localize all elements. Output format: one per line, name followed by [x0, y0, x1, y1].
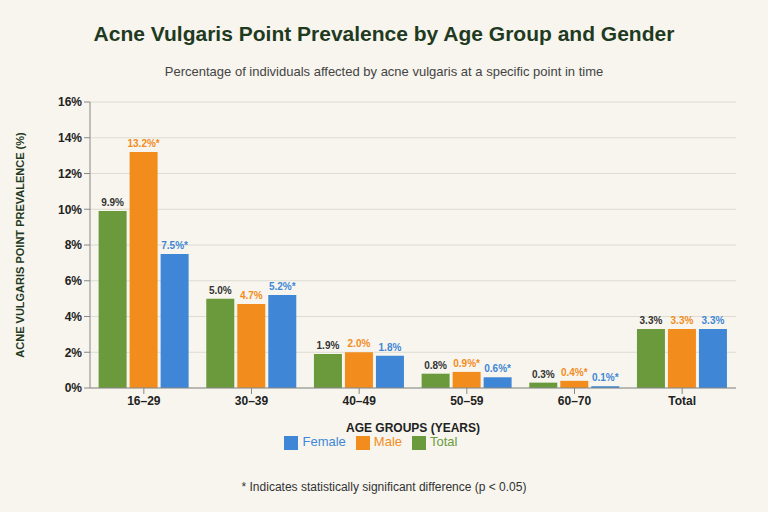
svg-text:0.9%*: 0.9%*: [453, 358, 480, 369]
svg-text:3.3%: 3.3%: [640, 315, 663, 326]
svg-text:30–39: 30–39: [235, 394, 269, 408]
html-text:Male: Male: [373, 434, 402, 449]
svg-text:7.5%*: 7.5%*: [161, 240, 188, 251]
html-text:Percentage of individuals affe: Percentage of individuals affected by ac…: [164, 64, 604, 79]
svg-text:9.9%: 9.9%: [101, 197, 124, 208]
svg-text:0.1%*: 0.1%*: [592, 372, 619, 383]
svg-text:13.2%*: 13.2%*: [127, 138, 159, 149]
svg-text:6%: 6%: [65, 274, 83, 288]
svg-text:50–59: 50–59: [450, 394, 484, 408]
svg-text:12%: 12%: [58, 167, 82, 181]
html-text:Acne Vulgaris Point Prevalence: Acne Vulgaris Point Prevalence by Age Gr…: [93, 22, 675, 45]
svg-text:14%: 14%: [58, 131, 82, 145]
html-text:Female: Female: [302, 434, 346, 449]
svg-text:5.0%: 5.0%: [209, 285, 232, 296]
svg-text:5.2%*: 5.2%*: [269, 281, 296, 292]
svg-text:10%: 10%: [58, 203, 82, 217]
svg-text:0%: 0%: [65, 381, 83, 395]
html-text:* Indicates statistically sign: * Indicates statistically significant di…: [241, 480, 527, 494]
svg-text:4%: 4%: [65, 310, 83, 324]
svg-text:0.3%: 0.3%: [532, 369, 555, 380]
svg-text:60–70: 60–70: [558, 394, 592, 408]
svg-text:Total: Total: [668, 394, 696, 408]
svg-text:2%: 2%: [65, 346, 83, 360]
svg-text:0.8%: 0.8%: [424, 360, 447, 371]
svg-text:3.3%: 3.3%: [702, 315, 725, 326]
svg-text:AGE GROUPS (YEARS): AGE GROUPS (YEARS): [346, 421, 480, 435]
svg-text:ACNE VULGARIS POINT PREVALENCE: ACNE VULGARIS POINT PREVALENCE (%): [14, 132, 26, 358]
svg-text:2.0%: 2.0%: [348, 338, 371, 349]
svg-text:8%: 8%: [65, 238, 83, 252]
svg-text:0.4%*: 0.4%*: [561, 367, 588, 378]
svg-text:3.3%: 3.3%: [671, 315, 694, 326]
svg-text:1.9%: 1.9%: [317, 340, 340, 351]
html-text:Total: Total: [430, 434, 458, 449]
svg-text:40–49: 40–49: [342, 394, 376, 408]
svg-text:16–29: 16–29: [127, 394, 161, 408]
svg-text:1.8%: 1.8%: [379, 342, 402, 353]
svg-text:0.6%*: 0.6%*: [484, 363, 511, 374]
svg-text:4.7%: 4.7%: [240, 290, 263, 301]
svg-text:16%: 16%: [58, 95, 82, 109]
